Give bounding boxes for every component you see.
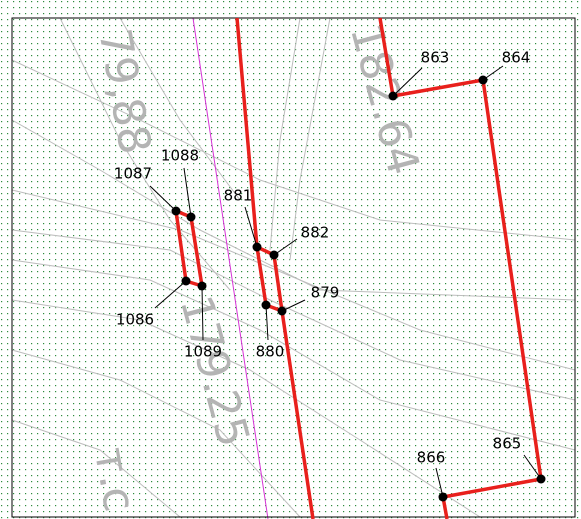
point-label: 880 <box>256 343 285 361</box>
leader-line <box>183 167 192 218</box>
survey-point <box>252 242 262 252</box>
survey-point <box>438 492 448 502</box>
map-frame <box>11 17 576 518</box>
leader-line <box>273 238 298 256</box>
leader-line <box>265 304 269 341</box>
survey-point <box>269 250 279 260</box>
survey-point <box>171 206 181 216</box>
leader-line <box>154 280 187 309</box>
leader-line <box>435 467 444 498</box>
contour-lines <box>11 17 576 518</box>
survey-point <box>181 276 191 286</box>
point-label: 1086 <box>116 311 154 329</box>
boundary-line <box>192 17 269 519</box>
point-label: 882 <box>301 224 330 242</box>
leader-line <box>149 185 177 212</box>
point-label: 864 <box>502 49 531 67</box>
point-label: 865 <box>493 435 522 453</box>
survey-point <box>261 300 271 310</box>
point-label: 1088 <box>161 147 199 165</box>
leader-line <box>201 285 204 341</box>
leader-line <box>392 67 423 97</box>
point-label: 881 <box>224 187 253 205</box>
survey-point <box>186 212 196 222</box>
survey-point <box>478 75 488 85</box>
point-label: 1089 <box>184 343 222 361</box>
leader-line <box>523 454 542 480</box>
leader-line <box>244 206 258 248</box>
point-label: 863 <box>421 49 450 67</box>
point-label: 879 <box>311 284 340 302</box>
survey-point <box>277 306 287 316</box>
point-label: 1087 <box>114 165 152 183</box>
background-label: т.с <box>84 444 145 516</box>
survey-point <box>388 91 398 101</box>
survey-point <box>197 281 207 291</box>
point-label: 866 <box>417 449 446 467</box>
survey-point <box>536 474 546 484</box>
